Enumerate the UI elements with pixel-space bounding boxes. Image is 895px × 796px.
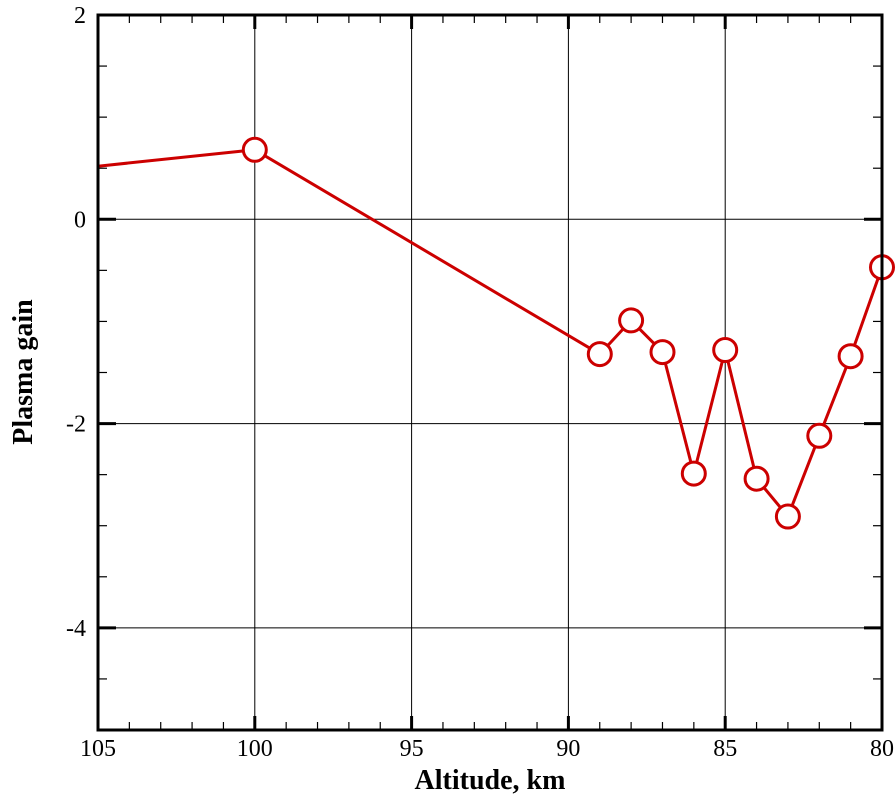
y-tick-label: 2 — [74, 3, 86, 29]
data-point-marker — [618, 307, 645, 334]
minor-ticks — [98, 15, 882, 731]
y-tick-label: 0 — [74, 207, 86, 233]
x-axis-title: Altitude, km — [415, 765, 566, 796]
x-tick-label: 105 — [80, 736, 116, 762]
x-tick-label: 95 — [400, 736, 424, 762]
x-tick-label: 100 — [237, 736, 273, 762]
data-point-marker — [837, 343, 864, 370]
plot-frame — [96, 13, 884, 732]
data-point-marker — [774, 503, 801, 530]
y-tick-labels: 2 0 -2 -4 — [66, 3, 86, 642]
x-tick-label: 80 — [870, 736, 894, 762]
data-point-marker — [680, 460, 707, 487]
major-ticks — [96, 13, 884, 730]
data-point-marker — [241, 136, 268, 163]
y-axis-title: Plasma gain — [8, 299, 39, 445]
y-tick-label: -4 — [66, 616, 86, 642]
data-point-marker — [649, 339, 676, 366]
data-point-marker — [712, 337, 739, 363]
grid-lines — [98, 15, 882, 730]
data-point-marker — [743, 465, 770, 492]
y-tick-label: -2 — [66, 412, 86, 438]
series-plasma-gain — [97, 136, 895, 530]
data-point-marker — [806, 422, 833, 449]
x-tick-label: 85 — [713, 736, 737, 762]
x-tick-labels: 105 100 95 90 85 80 — [80, 736, 894, 762]
data-point-marker — [586, 341, 613, 368]
series-line — [97, 148, 884, 518]
x-tick-label: 90 — [556, 736, 580, 762]
